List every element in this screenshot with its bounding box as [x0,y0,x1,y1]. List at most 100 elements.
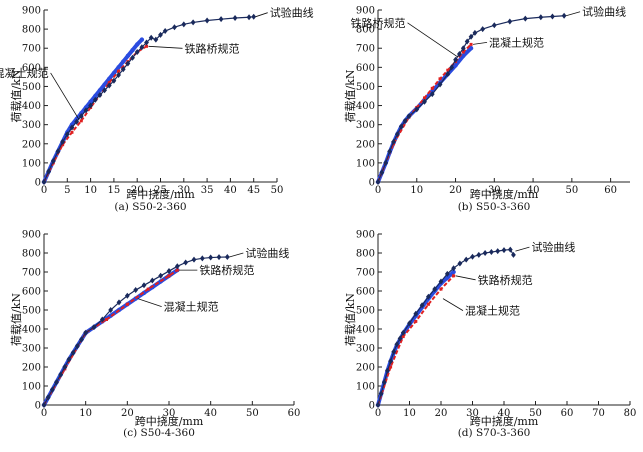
annotation-label: 铁路桥规范 [351,16,406,30]
data-point-test-curve [251,13,257,20]
data-point-test-curve [158,31,163,38]
data-point-test-curve [120,66,126,73]
data-point-test-curve [153,36,159,43]
data-point-railway-code [414,319,418,323]
annotation-leader-line [50,72,79,120]
data-point-railway-code [117,69,121,73]
y-tick-label: 500 [356,306,375,317]
data-point-test-curve [449,64,455,71]
data-point-concrete-code [461,53,466,59]
data-point-test-curve [125,60,131,67]
data-point-test-curve [166,268,172,275]
data-point-test-curve [92,96,98,103]
y-tick-label: 500 [22,306,41,317]
y-tick-label: 0 [35,178,41,189]
data-point-concrete-code [97,88,103,93]
data-point-test-curve [108,307,114,313]
x-tick-label: 0 [375,185,381,196]
data-point-concrete-code [139,37,145,42]
data-point-test-curve [394,131,400,138]
data-point-test-curve [83,329,89,336]
data-point-test-curve [561,12,567,19]
x-tick-label: 80 [624,408,637,419]
annotation-leader-line [455,275,476,281]
data-point-test-curve [78,113,84,120]
data-point-concrete-code [135,42,140,47]
data-point-test-curve [391,138,396,145]
data-point-test-curve [383,159,389,166]
data-point-test-curve [91,324,97,331]
series-line-railway-code [377,275,455,406]
data-point-test-curve [460,45,466,52]
x-tick-label: 25 [154,185,167,196]
y-tick-label: 900 [22,6,41,17]
data-point-test-curve [381,379,387,386]
data-point-test-curve [444,270,450,277]
data-point-railway-code [70,130,74,134]
y-tick-label: 700 [22,44,41,55]
y-tick-label: 500 [356,82,375,93]
data-point-test-curve [538,14,544,21]
x-tick-label: 50 [271,185,284,196]
data-point-test-curve [116,299,122,306]
data-point-test-curve [54,379,59,386]
annotation-leader-line [442,298,464,311]
data-point-test-curve [106,82,112,89]
data-point-test-curve [464,38,470,45]
data-point-test-curve [162,28,168,35]
data-point-test-curve [69,124,75,131]
data-point-test-curve [190,19,196,26]
y-tick-label: 500 [22,82,41,93]
y-tick-label: 700 [356,268,375,279]
panel-d: 0 10 20 30 40 50 60 70 8001002003004005006007008… [344,230,636,440]
annotation-label: 混凝土规范 [164,300,219,314]
data-point-test-curve [453,56,458,63]
x-axis-label: 跨中挠度/mm [135,414,204,428]
y-tick-label: 200 [22,139,41,150]
x-tick-label: 30 [488,185,501,196]
data-point-test-curve [216,254,222,261]
y-tick-label: 100 [22,382,41,393]
data-point-test-curve [375,402,381,408]
data-point-test-curve [83,107,89,114]
x-axis-label: 跨中挠度/mm [470,187,539,201]
data-point-test-curve [482,250,488,256]
data-point-test-curve [60,138,66,145]
data-point-concrete-code [125,53,131,59]
y-tick-label: 400 [22,325,41,336]
data-point-test-curve [224,253,230,260]
x-tick-label: 10 [79,408,92,419]
data-point-test-curve [111,77,117,84]
data-point-test-curve [507,18,513,25]
annotation-label: 试验曲线 [582,5,626,19]
annotation-label: 混凝土规范 [0,66,49,80]
annotation-label: 铁路桥规范 [185,41,240,55]
data-point-railway-code [423,96,427,100]
data-point-test-curve [385,367,390,374]
data-point-concrete-code [116,65,121,70]
data-point-railway-code [167,274,171,278]
series-line-railway-code [43,45,148,183]
data-point-test-curve [550,13,555,20]
data-point-test-curve [438,278,444,285]
y-tick-label: 100 [22,158,41,169]
annotation-label: 铁路桥规范 [199,263,254,277]
annotation-label: 试验曲线 [245,246,289,260]
y-tick-label: 400 [356,101,375,112]
data-point-test-curve [172,24,177,31]
data-point-test-curve [429,91,435,98]
data-point-test-curve [74,343,80,350]
data-point-railway-code [461,50,465,54]
x-tick-label: 10 [403,408,416,419]
y-tick-label: 400 [22,101,41,112]
data-point-railway-code [438,77,442,81]
data-point-test-curve [208,254,214,261]
annotation-leader-line [229,252,244,258]
y-tick-label: 800 [22,249,41,260]
data-point-test-curve [406,113,412,120]
data-point-concrete-code [468,46,474,51]
data-point-test-curve [133,287,139,294]
data-point-railway-code [146,287,150,291]
x-tick-label: 30 [177,185,190,196]
data-point-concrete-code [88,99,93,104]
